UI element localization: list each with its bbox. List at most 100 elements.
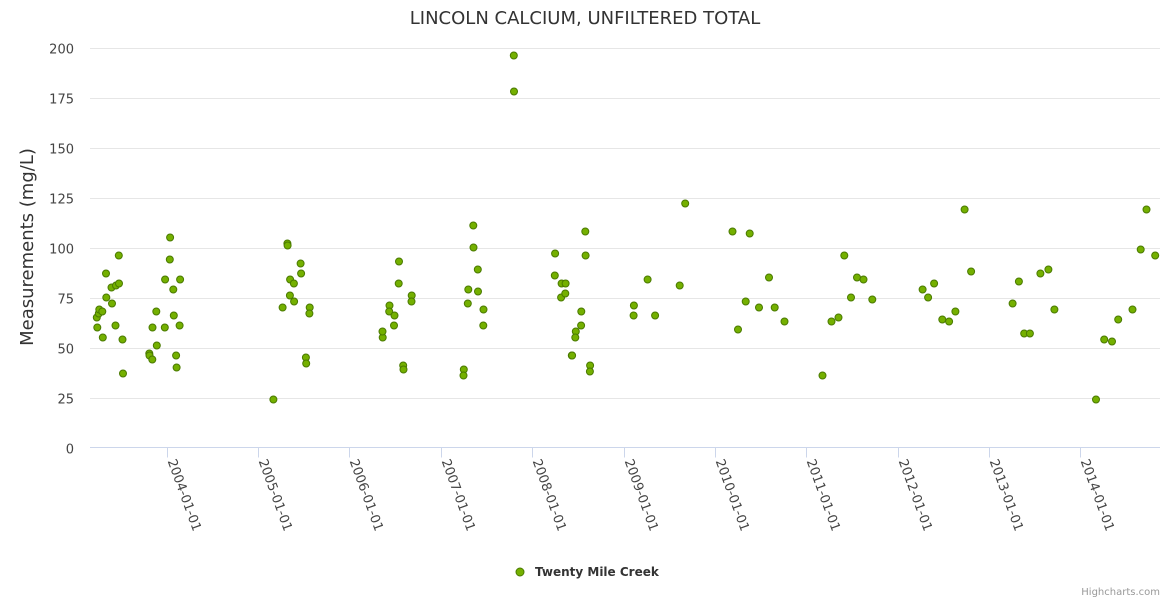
data-point[interactable] bbox=[1044, 265, 1053, 274]
data-point[interactable] bbox=[577, 307, 586, 316]
data-point[interactable] bbox=[98, 333, 107, 342]
data-point[interactable] bbox=[1025, 329, 1034, 338]
data-point[interactable] bbox=[581, 227, 590, 236]
data-point[interactable] bbox=[847, 293, 855, 302]
data-point[interactable] bbox=[305, 309, 314, 318]
data-point[interactable] bbox=[469, 243, 478, 252]
data-point[interactable] bbox=[399, 365, 408, 374]
data-point[interactable] bbox=[651, 311, 660, 320]
data-point[interactable] bbox=[681, 199, 690, 208]
data-point[interactable] bbox=[924, 293, 933, 302]
data-point[interactable] bbox=[463, 299, 472, 308]
data-point[interactable] bbox=[108, 299, 116, 308]
data-point[interactable] bbox=[473, 265, 482, 274]
data-point[interactable] bbox=[1008, 299, 1017, 308]
data-point[interactable] bbox=[1108, 337, 1116, 346]
data-point[interactable] bbox=[629, 311, 638, 320]
data-point[interactable] bbox=[302, 359, 311, 368]
data-point[interactable] bbox=[176, 275, 185, 284]
data-point[interactable] bbox=[469, 221, 478, 230]
data-point[interactable] bbox=[755, 303, 763, 312]
data-point[interactable] bbox=[394, 279, 403, 288]
data-point[interactable] bbox=[643, 275, 652, 284]
data-point[interactable] bbox=[1128, 305, 1137, 314]
data-point[interactable] bbox=[114, 251, 123, 260]
data-point[interactable] bbox=[1036, 269, 1045, 278]
data-point[interactable] bbox=[561, 289, 570, 298]
data-point[interactable] bbox=[111, 321, 120, 330]
data-point[interactable] bbox=[765, 273, 773, 282]
data-point[interactable] bbox=[1142, 205, 1151, 214]
data-point[interactable] bbox=[283, 241, 292, 250]
data-point[interactable] bbox=[152, 341, 161, 350]
data-point[interactable] bbox=[827, 317, 836, 326]
data-point[interactable] bbox=[510, 87, 518, 96]
data-point[interactable] bbox=[169, 311, 178, 320]
data-point[interactable] bbox=[951, 307, 960, 316]
data-point[interactable] bbox=[296, 259, 305, 268]
data-point[interactable] bbox=[1114, 315, 1123, 324]
data-point[interactable] bbox=[390, 321, 398, 330]
data-point[interactable] bbox=[960, 205, 969, 214]
data-point[interactable] bbox=[1136, 245, 1145, 254]
data-point[interactable] bbox=[160, 323, 169, 332]
data-point[interactable] bbox=[285, 291, 294, 300]
legend[interactable]: Twenty Mile Creek bbox=[515, 565, 660, 579]
data-point[interactable] bbox=[93, 323, 102, 332]
data-point[interactable] bbox=[770, 303, 779, 312]
data-point[interactable] bbox=[629, 301, 638, 310]
data-point[interactable] bbox=[289, 279, 298, 288]
data-point[interactable] bbox=[745, 229, 754, 238]
data-point[interactable] bbox=[148, 323, 157, 332]
data-point[interactable] bbox=[853, 273, 861, 282]
data-point[interactable] bbox=[945, 317, 954, 326]
data-point[interactable] bbox=[118, 335, 127, 344]
data-point[interactable] bbox=[474, 287, 482, 296]
data-point[interactable] bbox=[551, 249, 560, 258]
data-point[interactable] bbox=[581, 251, 590, 260]
data-point[interactable] bbox=[464, 285, 473, 294]
data-point[interactable] bbox=[119, 369, 127, 378]
series-twenty-mile-creek[interactable] bbox=[92, 51, 1160, 404]
data-point[interactable] bbox=[152, 307, 161, 316]
data-point[interactable] bbox=[780, 317, 789, 326]
data-point[interactable] bbox=[1014, 277, 1023, 286]
data-point[interactable] bbox=[148, 355, 157, 364]
data-point[interactable] bbox=[728, 227, 737, 236]
data-point[interactable] bbox=[172, 363, 181, 372]
data-point[interactable] bbox=[479, 305, 488, 314]
data-point[interactable] bbox=[868, 295, 877, 304]
data-point[interactable] bbox=[161, 275, 170, 284]
data-point[interactable] bbox=[859, 275, 868, 284]
data-point[interactable] bbox=[918, 285, 927, 294]
data-point[interactable] bbox=[395, 257, 403, 266]
data-point[interactable] bbox=[1151, 251, 1160, 260]
data-point[interactable] bbox=[165, 255, 174, 264]
data-point[interactable] bbox=[1100, 335, 1109, 344]
legend-marker[interactable] bbox=[515, 567, 525, 577]
data-point[interactable] bbox=[741, 297, 750, 306]
data-point[interactable] bbox=[479, 321, 488, 330]
data-point[interactable] bbox=[459, 371, 468, 380]
data-point[interactable] bbox=[102, 293, 111, 302]
data-point[interactable] bbox=[734, 325, 742, 334]
data-point[interactable] bbox=[1092, 395, 1100, 404]
data-point[interactable] bbox=[930, 279, 939, 288]
data-point[interactable] bbox=[115, 279, 123, 288]
data-point[interactable] bbox=[102, 269, 110, 278]
data-point[interactable] bbox=[98, 307, 107, 316]
data-point[interactable] bbox=[407, 297, 416, 306]
data-point[interactable] bbox=[834, 313, 843, 322]
data-point[interactable] bbox=[172, 351, 181, 360]
data-point[interactable] bbox=[550, 271, 559, 280]
data-point[interactable] bbox=[175, 321, 184, 330]
data-point[interactable] bbox=[577, 321, 586, 330]
data-point[interactable] bbox=[818, 371, 827, 380]
data-point[interactable] bbox=[385, 307, 394, 316]
data-point[interactable] bbox=[290, 297, 299, 306]
data-point[interactable] bbox=[967, 267, 976, 276]
data-point[interactable] bbox=[675, 281, 684, 290]
data-point[interactable] bbox=[509, 51, 518, 60]
data-point[interactable] bbox=[378, 327, 387, 336]
data-point[interactable] bbox=[571, 333, 580, 342]
